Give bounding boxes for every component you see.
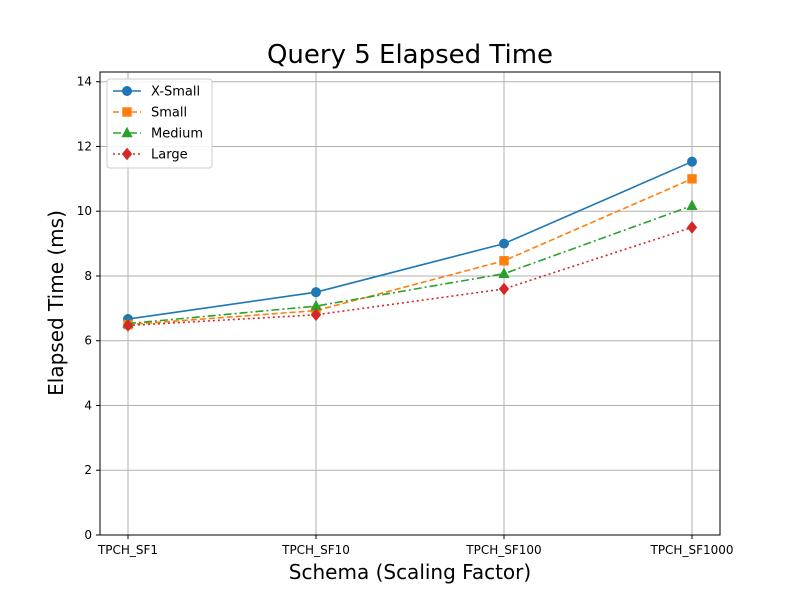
y-tick-label: 4 (84, 398, 92, 412)
x-tick-label: TPCH_SF100 (465, 543, 541, 557)
series-line-x-small (127, 160, 693, 320)
y-tick-label: 6 (84, 334, 92, 348)
y-tick-label: 10 (77, 204, 92, 218)
y-tick-label: 0 (84, 528, 92, 542)
data-point-small (687, 174, 697, 184)
legend-item-small: Small (113, 106, 187, 121)
series-large (122, 221, 698, 332)
x-tick-label: TPCH_SF1 (97, 543, 158, 557)
data-point-large (686, 221, 698, 234)
legend-box (106, 78, 213, 169)
y-tick-label: 2 (84, 463, 92, 477)
legend-marker (122, 107, 132, 117)
data-point-large (122, 319, 134, 332)
y-tick-label: 8 (84, 269, 92, 283)
legend-marker (122, 86, 132, 96)
x-axis-title: Schema (Scaling Factor) (289, 560, 531, 584)
legend-marker (121, 126, 133, 138)
plot-frame (99, 71, 721, 536)
y-axis: 0 2 4 6 8 10 12 14 (77, 75, 100, 542)
x-tick-label: TPCH_SF10 (281, 543, 350, 557)
data-point-large (498, 282, 510, 296)
data-point-x-small (311, 287, 321, 298)
legend-label: Large (151, 148, 188, 163)
data-point-medium (498, 267, 510, 279)
legend-item-large: Large (113, 148, 188, 163)
legend-marker (121, 147, 133, 161)
y-tick-label: 12 (77, 139, 92, 153)
legend-label: Small (151, 106, 187, 121)
data-point-small (499, 256, 509, 266)
chart-title: Query 5 Elapsed Time (267, 40, 553, 70)
legend-label: X-Small (151, 85, 200, 100)
y-tick-label: 14 (77, 75, 92, 89)
legend-item-x-small: X-Small (113, 85, 200, 100)
x-tick-label: TPCH_SF1000 (649, 543, 733, 557)
series-line-large (127, 226, 693, 327)
x-axis: TPCH_SF1 TPCH_SF10 TPCH_SF100 TPCH_SF1000 (97, 535, 734, 557)
legend-item-medium: Medium (113, 127, 203, 142)
legend-label: Medium (151, 127, 203, 142)
legend: X-Small Small Medium Large (106, 78, 213, 169)
series-line-small (127, 178, 693, 326)
data-point-x-small (687, 156, 697, 167)
data-point-large (310, 308, 322, 322)
y-axis-title: Elapsed Time (ms) (44, 210, 68, 396)
data-point-x-small (499, 238, 509, 249)
data-point-medium (686, 199, 698, 211)
series-layer (122, 156, 698, 332)
series-line-medium (127, 204, 693, 325)
